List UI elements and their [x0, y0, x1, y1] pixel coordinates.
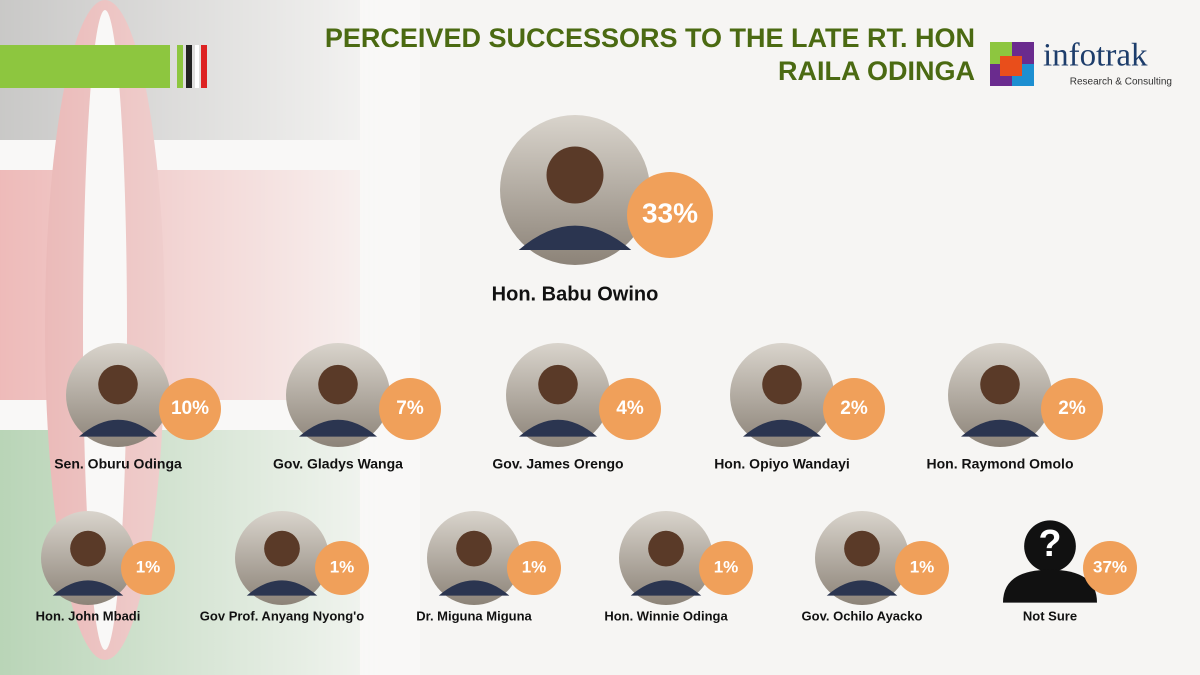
- share-label: 1%: [522, 557, 547, 576]
- share-badge: [699, 541, 753, 595]
- share-label: 4%: [616, 398, 644, 419]
- candidate-name: Hon. John Mbadi: [36, 608, 141, 623]
- photo-body: [519, 419, 597, 437]
- photo-body: [246, 580, 318, 596]
- photo-head: [264, 530, 300, 567]
- accent-stripe: [177, 45, 183, 88]
- accent-stripe: [201, 45, 207, 88]
- candidate-name: Hon. Babu Owino: [492, 283, 659, 305]
- brand-tagline: Research & Consulting: [1070, 77, 1172, 88]
- share-label: 2%: [1058, 398, 1086, 419]
- accent-stripe: [186, 45, 192, 88]
- photo-head: [980, 364, 1020, 405]
- candidate-name: Gov. Ochilo Ayacko: [802, 608, 923, 623]
- photo-body: [299, 419, 377, 437]
- photo-body: [438, 580, 510, 596]
- photo-head: [318, 364, 358, 405]
- share-badge: [121, 541, 175, 595]
- share-badge: [159, 378, 221, 440]
- candidate-name: Hon. Opiyo Wandayi: [714, 456, 850, 472]
- share-label: 1%: [136, 557, 161, 576]
- share-label: 1%: [910, 557, 935, 576]
- share-label: 33%: [642, 197, 698, 228]
- silhouette-body: [1003, 569, 1097, 603]
- candidate-name: Gov. James Orengo: [492, 456, 623, 472]
- candidate-name: Hon. Winnie Odinga: [604, 608, 728, 623]
- share-label: 2%: [840, 398, 868, 419]
- candidate-name: Hon. Raymond Omolo: [927, 456, 1074, 472]
- photo-head: [762, 364, 802, 405]
- photo-body: [826, 580, 898, 596]
- photo-head: [456, 530, 492, 567]
- share-badge: [823, 378, 885, 440]
- share-badge: [599, 378, 661, 440]
- photo-head: [546, 146, 604, 204]
- photo-body: [743, 419, 821, 437]
- share-badge: [315, 541, 369, 595]
- share-label: 37%: [1093, 557, 1127, 576]
- brand-name: infotrak: [1043, 38, 1148, 74]
- brand-logo: [990, 42, 1034, 86]
- silhouette-head: [1024, 520, 1076, 573]
- photo-body: [52, 580, 124, 596]
- title-line: PERCEIVED SUCCESSORS TO THE LATE RT. HON: [325, 23, 975, 53]
- photo-body: [961, 419, 1039, 437]
- title-line: RAILA ODINGA: [778, 56, 975, 86]
- photo-body: [518, 225, 632, 250]
- candidate-name: Gov. Gladys Wanga: [273, 456, 403, 472]
- share-label: 10%: [171, 398, 209, 419]
- share-badge: [507, 541, 561, 595]
- photo-head: [538, 364, 578, 405]
- accent-stripe: [195, 45, 199, 88]
- candidate-name: Gov Prof. Anyang Nyong'o: [200, 608, 364, 623]
- photo-body: [630, 580, 702, 596]
- photo-head: [98, 364, 138, 405]
- share-badge: [1083, 541, 1137, 595]
- share-badge: [379, 378, 441, 440]
- candidate-name: Dr. Miguna Miguna: [416, 608, 532, 623]
- share-label: 7%: [396, 398, 424, 419]
- photo-head: [844, 530, 880, 567]
- share-badge: [627, 172, 713, 258]
- question-mark: ?: [1039, 522, 1062, 564]
- photo-head: [70, 530, 106, 567]
- share-label: 1%: [714, 557, 739, 576]
- photo-head: [648, 530, 684, 567]
- share-badge: [895, 541, 949, 595]
- photo-body: [79, 419, 157, 437]
- candidate-name: Sen. Oburu Odinga: [54, 456, 182, 472]
- candidate-name: Not Sure: [1023, 608, 1077, 623]
- share-badge: [1041, 378, 1103, 440]
- accent-bar: [0, 45, 170, 88]
- share-label: 1%: [330, 557, 355, 576]
